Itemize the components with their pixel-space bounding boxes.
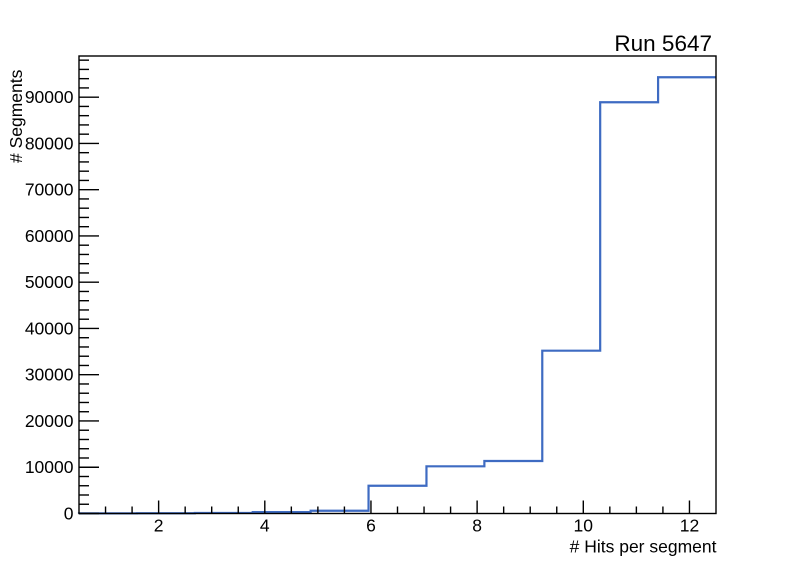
plot-frame [78, 55, 717, 515]
axis-label-layer: 2 4 6 8 10 12 0 10000 20000 30000 40000 50000 60000 7… [25, 87, 699, 535]
y-tick-label: 90000 [25, 87, 74, 107]
y-tick-label: 10000 [25, 457, 74, 477]
x-tick-label: 8 [472, 516, 482, 536]
y-tick-label: 40000 [25, 318, 74, 338]
chart-title: Run 5647 [614, 31, 712, 56]
plot-frame-layer [78, 55, 717, 515]
y-tick-label: 60000 [25, 226, 74, 246]
y-tick-label: 0 [64, 504, 74, 524]
x-tick-label: 2 [154, 516, 164, 536]
axis-tick-layer [79, 59, 691, 515]
y-axis-title: # Segments [6, 69, 26, 163]
series-layer [77, 76, 716, 515]
x-tick-label: 12 [680, 516, 699, 536]
x-tick-label: 4 [260, 516, 270, 536]
y-tick-label: 70000 [25, 180, 74, 200]
y-tick-label: 30000 [25, 365, 74, 385]
y-tick-label: 20000 [25, 411, 74, 431]
y-tick-label: 80000 [25, 133, 74, 153]
y-tick-label: 50000 [25, 272, 74, 292]
x-tick-label: 6 [366, 516, 376, 536]
x-axis-title: # Hits per segment [570, 537, 717, 557]
histogram-line [77, 76, 716, 515]
x-tick-label: 10 [574, 516, 594, 536]
